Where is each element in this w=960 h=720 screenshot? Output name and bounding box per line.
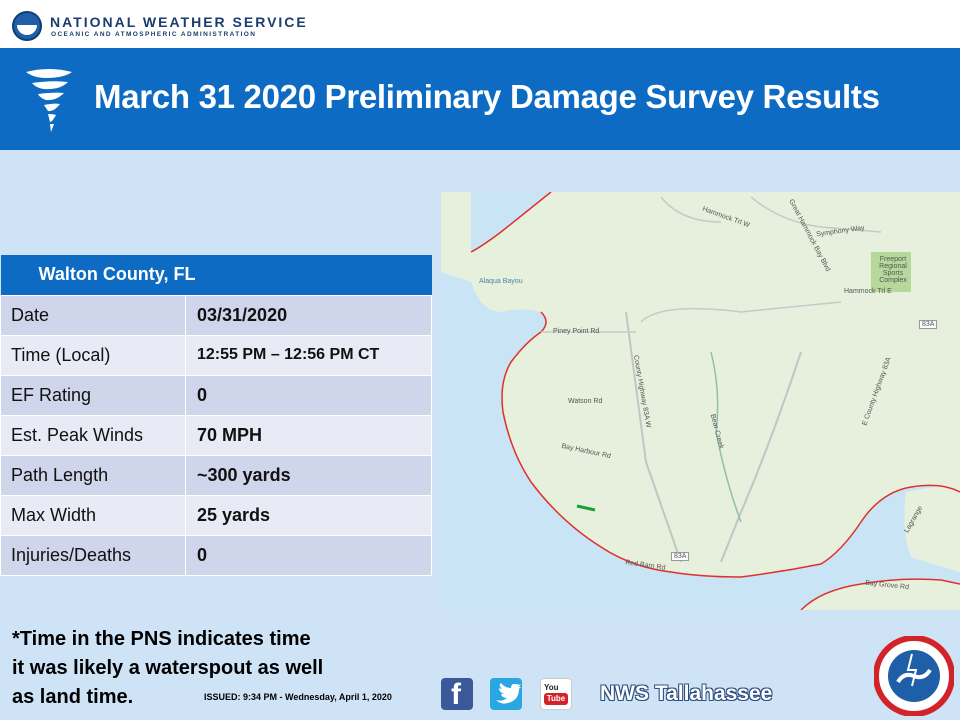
table-row: Date 03/31/2020 (0, 294, 432, 336)
title-banner: March 31 2020 Preliminary Damage Survey … (0, 48, 960, 150)
row-value: 0 (185, 534, 432, 576)
agency-subtitle: OCEANIC AND ATMOSPHERIC ADMINISTRATION (51, 31, 257, 38)
row-value: 12:55 PM – 12:56 PM CT (185, 334, 432, 376)
damage-map[interactable]: Alaqua Bayou Piney Point Rd Watson Rd Ba… (441, 192, 960, 610)
survey-table: Walton County, FL Date 03/31/2020 Time (… (0, 255, 432, 576)
row-value: 0 (185, 374, 432, 416)
agency-title: NATIONAL WEATHER SERVICE (50, 14, 308, 30)
table-row: Time (Local) 12:55 PM – 12:56 PM CT (0, 334, 432, 376)
row-label: Max Width (0, 494, 186, 536)
office-name: NWS Tallahassee (600, 682, 773, 705)
footnote: *Time in the PNS indicates time it was l… (12, 625, 392, 712)
tornado-icon (26, 69, 72, 132)
row-value: 03/31/2020 (185, 294, 432, 336)
issued-timestamp: ISSUED: 9:34 PM - Wednesday, April 1, 20… (204, 692, 392, 702)
row-value: ~300 yards (185, 454, 432, 496)
table-row: Path Length ~300 yards (0, 454, 432, 496)
map-label: Watson Rd (568, 398, 603, 405)
footnote-line: *Time in the PNS indicates time (12, 628, 311, 650)
row-value: 70 MPH (185, 414, 432, 456)
table-header-row: Walton County, FL (0, 255, 432, 295)
row-label: Path Length (0, 454, 186, 496)
page-title: March 31 2020 Preliminary Damage Survey … (94, 78, 880, 115)
map-label: Alaqua Bayou (479, 278, 523, 285)
youtube-text: You (544, 683, 559, 692)
row-value: 25 yards (185, 494, 432, 536)
map-label: Piney Point Rd (553, 328, 600, 335)
county-name: Walton County, FL (38, 264, 196, 285)
youtube-tube: Tube (544, 693, 568, 705)
table-row: Max Width 25 yards (0, 494, 432, 536)
table-row: Injuries/Deaths 0 (0, 534, 432, 576)
twitter-icon[interactable] (490, 678, 522, 710)
youtube-icon[interactable]: You Tube (540, 678, 572, 710)
route-shield: 83A (919, 320, 938, 329)
row-label: Date (0, 294, 186, 336)
route-shield: 83A (671, 552, 690, 561)
nws-seal-icon (874, 636, 954, 716)
footnote-line: it was likely a waterspout as well (12, 657, 324, 679)
map-canvas (441, 192, 960, 610)
header-bar: NATIONAL WEATHER SERVICE OCEANIC AND ATM… (0, 0, 960, 48)
footnote-line: as land time. (12, 686, 134, 708)
row-label: Time (Local) (0, 334, 186, 376)
table-row: Est. Peak Winds 70 MPH (0, 414, 432, 456)
row-label: EF Rating (0, 374, 186, 416)
row-label: Est. Peak Winds (0, 414, 186, 456)
row-label: Injuries/Deaths (0, 534, 186, 576)
noaa-logo-icon (12, 11, 42, 41)
facebook-icon[interactable] (441, 678, 473, 712)
table-row: EF Rating 0 (0, 374, 432, 416)
map-label: Hammock Trl E (844, 288, 892, 295)
map-label: Freeport Regional Sports Complex (879, 256, 907, 284)
